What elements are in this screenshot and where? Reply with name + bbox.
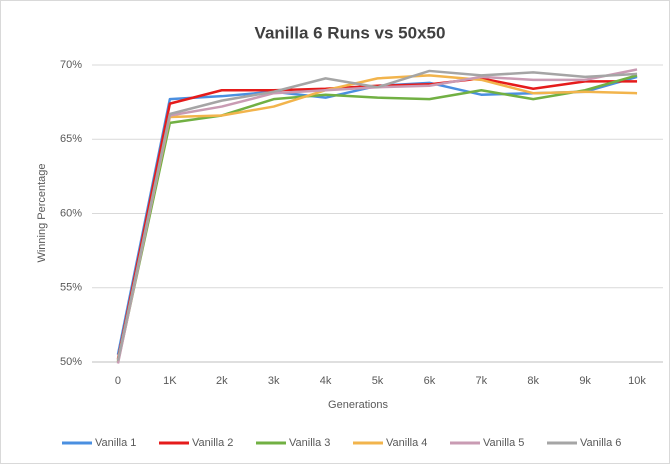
x-tick-label: 5k bbox=[372, 375, 384, 387]
x-tick-label: 2k bbox=[216, 375, 228, 387]
x-tick-label: 10k bbox=[628, 375, 646, 387]
series-line bbox=[116, 74, 638, 361]
x-tick-label: 7k bbox=[476, 375, 488, 387]
legend-label: Vanilla 4 bbox=[386, 437, 427, 449]
series-line bbox=[116, 77, 638, 360]
x-tick-label: 4k bbox=[320, 375, 332, 387]
series-line bbox=[116, 69, 638, 361]
legend-label: Vanilla 1 bbox=[95, 437, 136, 449]
y-axis-label: Winning Percentage bbox=[36, 163, 48, 262]
x-axis-label: Generations bbox=[328, 399, 388, 411]
y-tick-label: 55% bbox=[60, 282, 82, 294]
y-tick-label: 50% bbox=[60, 356, 82, 368]
legend-label: Vanilla 2 bbox=[192, 437, 233, 449]
series-line bbox=[116, 74, 638, 363]
x-tick-label: 1K bbox=[163, 375, 177, 387]
y-tick-label: 60% bbox=[60, 207, 82, 219]
legend-label: Vanilla 6 bbox=[580, 437, 621, 449]
legend-label: Vanilla 5 bbox=[483, 437, 524, 449]
x-tick-label: 0 bbox=[115, 375, 121, 387]
x-tick-label: 9k bbox=[579, 375, 591, 387]
legend-label: Vanilla 3 bbox=[289, 437, 330, 449]
y-tick-label: 65% bbox=[60, 133, 82, 145]
x-tick-label: 8k bbox=[527, 375, 539, 387]
x-tick-label: 3k bbox=[268, 375, 280, 387]
x-tick-label: 6k bbox=[424, 375, 436, 387]
chart-title: Vanilla 6 Runs vs 50x50 bbox=[255, 23, 446, 42]
y-tick-label: 70% bbox=[60, 59, 82, 71]
